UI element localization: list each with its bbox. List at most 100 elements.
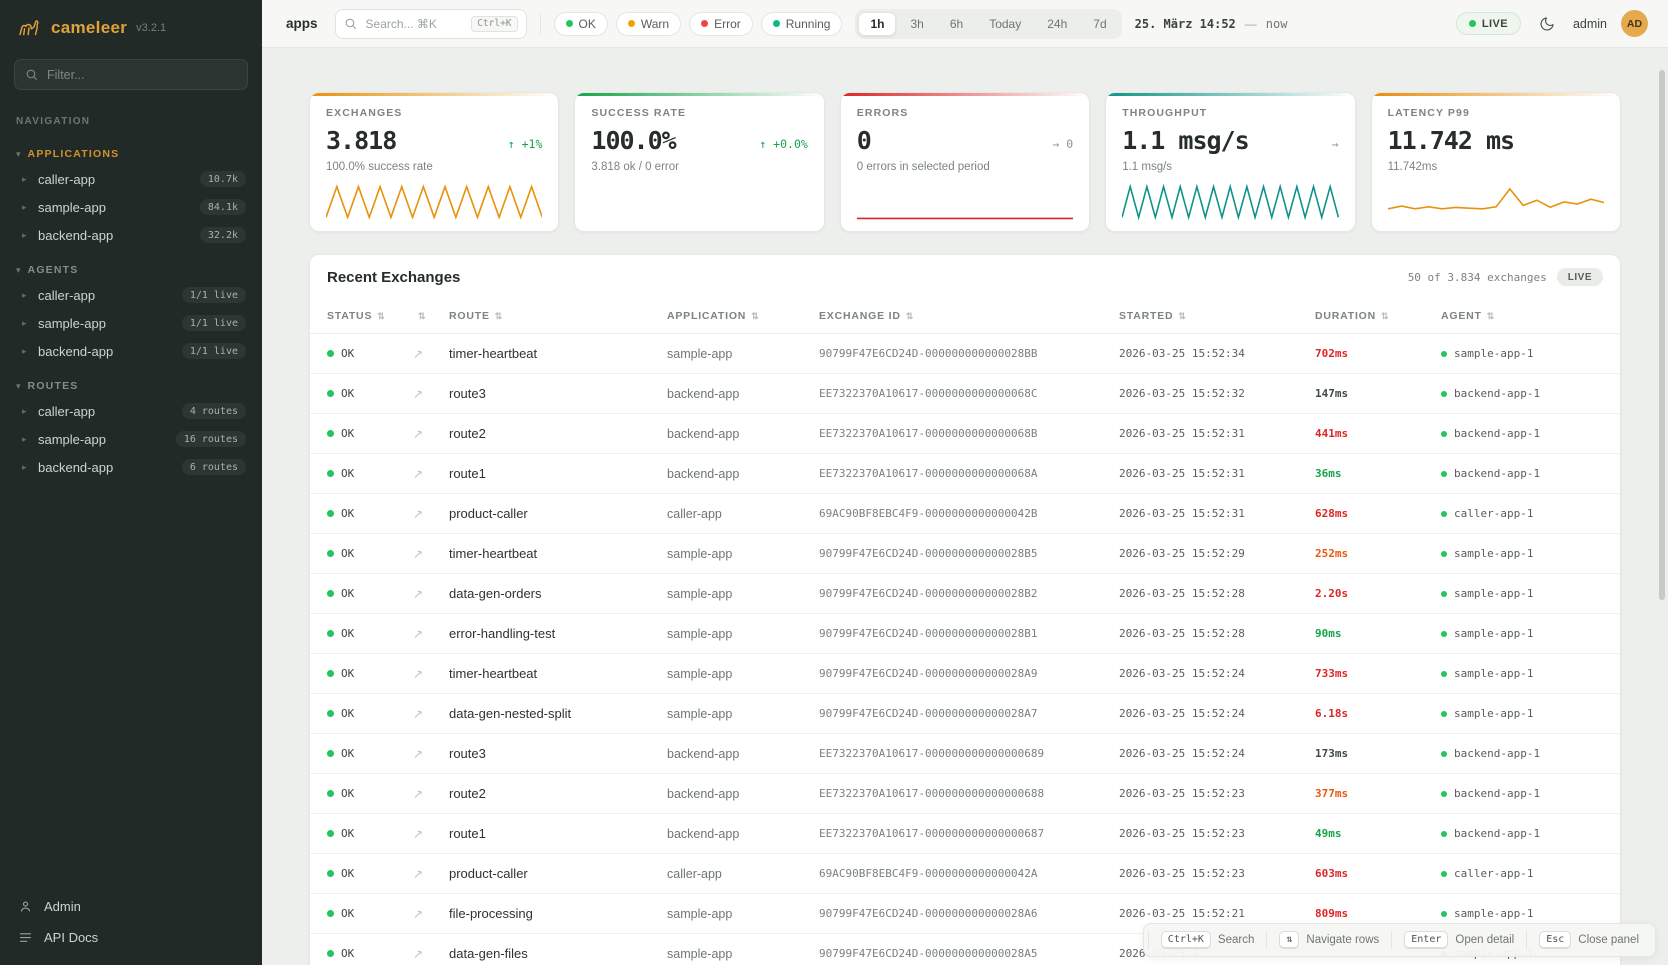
agent-dot-icon bbox=[1441, 470, 1447, 477]
route-cell: product-caller bbox=[449, 866, 528, 881]
section-title: APPLICATIONS bbox=[27, 148, 120, 160]
api-docs-link[interactable]: API Docs bbox=[18, 930, 244, 945]
status-chip[interactable]: Warn bbox=[615, 11, 682, 36]
chevron-down-icon: ▾ bbox=[16, 380, 21, 391]
exchange-id-cell: 69AC90BF8EBC4F9-0000000000000042B bbox=[819, 507, 1038, 520]
admin-link[interactable]: Admin bbox=[18, 899, 244, 914]
keyboard-hints: Ctrl+K Search ⇅ Navigate rows Enter Open… bbox=[1142, 923, 1656, 957]
agent-dot-icon bbox=[1441, 390, 1447, 397]
sidebar-item[interactable]: ▸ backend-app 1/1 live bbox=[0, 337, 262, 365]
open-detail-icon[interactable]: ↗ bbox=[413, 546, 424, 561]
sort-icon: ⇅ bbox=[905, 310, 915, 321]
hint-key: Esc bbox=[1539, 931, 1572, 949]
time-range-button[interactable]: 7d bbox=[1081, 12, 1118, 36]
open-detail-icon[interactable]: ↗ bbox=[413, 626, 424, 641]
route-cell: product-caller bbox=[449, 506, 528, 521]
sidebar-item[interactable]: ▸ caller-app 1/1 live bbox=[0, 281, 262, 309]
sidebar-item[interactable]: ▸ backend-app 32.2k bbox=[0, 221, 262, 249]
column-header-route[interactable]: ROUTE ⇅ bbox=[449, 310, 504, 322]
column-header-exchange-id[interactable]: EXCHANGE ID ⇅ bbox=[819, 310, 915, 322]
table-row[interactable]: OK ↗ route3 backend-app EE7322370A10617-… bbox=[310, 374, 1620, 414]
application-cell: backend-app bbox=[667, 826, 740, 841]
chevron-right-icon: ▸ bbox=[22, 229, 27, 240]
route-cell: error-handling-test bbox=[449, 626, 556, 641]
time-range-button[interactable]: Today bbox=[977, 12, 1033, 36]
table-row[interactable]: OK ↗ route3 backend-app EE7322370A10617-… bbox=[310, 734, 1620, 774]
time-range-button[interactable]: 6h bbox=[938, 12, 975, 36]
open-detail-icon[interactable]: ↗ bbox=[413, 906, 424, 921]
open-detail-icon[interactable]: ↗ bbox=[413, 586, 424, 601]
sidebar-item[interactable]: ▸ caller-app 4 routes bbox=[0, 397, 262, 425]
card-accent-bar bbox=[310, 93, 559, 96]
filter-input[interactable] bbox=[45, 66, 237, 83]
column-header-started[interactable]: STARTED ⇅ bbox=[1119, 310, 1187, 322]
open-detail-icon[interactable]: ↗ bbox=[413, 466, 424, 481]
open-detail-icon[interactable]: ↗ bbox=[413, 826, 424, 841]
agent-dot-icon bbox=[1441, 870, 1447, 877]
sidebar-item[interactable]: ▸ sample-app 1/1 live bbox=[0, 309, 262, 337]
table-row[interactable]: OK ↗ route2 backend-app EE7322370A10617-… bbox=[310, 414, 1620, 454]
column-header-status[interactable]: STATUS ⇅ bbox=[327, 310, 386, 322]
column-header-expand[interactable]: ⇅ bbox=[413, 311, 449, 322]
table-row[interactable]: OK ↗ timer-heartbeat sample-app 90799F47… bbox=[310, 334, 1620, 374]
user-name[interactable]: admin bbox=[1572, 16, 1607, 31]
time-range-button[interactable]: 24h bbox=[1035, 12, 1079, 36]
status-chip[interactable]: Running bbox=[760, 11, 843, 36]
table-row[interactable]: OK ↗ route1 backend-app EE7322370A10617-… bbox=[310, 814, 1620, 854]
column-header-duration[interactable]: DURATION ⇅ bbox=[1315, 310, 1390, 322]
stat-card: THROUGHPUT 1.1 msg/s → 1.1 msg/s bbox=[1105, 92, 1356, 232]
sidebar-item[interactable]: ▸ caller-app 10.7k bbox=[0, 165, 262, 193]
duration-cell: 173ms bbox=[1315, 747, 1349, 760]
table-row[interactable]: OK ↗ data-gen-orders sample-app 90799F47… bbox=[310, 574, 1620, 614]
sidebar-filter[interactable] bbox=[14, 59, 248, 90]
column-header-application[interactable]: APPLICATION ⇅ bbox=[667, 310, 760, 322]
dark-mode-toggle[interactable] bbox=[1535, 12, 1559, 36]
live-toggle[interactable]: LIVE bbox=[1455, 12, 1521, 35]
exchange-id-cell: EE7322370A10617-0000000000000068A bbox=[819, 467, 1038, 480]
table-row[interactable]: OK ↗ product-caller caller-app 69AC90BF8… bbox=[310, 494, 1620, 534]
status-dot-icon bbox=[772, 20, 780, 27]
topbar: apps Ctrl+K OK Warn bbox=[262, 0, 1668, 48]
table-row[interactable]: OK ↗ error-handling-test sample-app 9079… bbox=[310, 614, 1620, 654]
open-detail-icon[interactable]: ↗ bbox=[413, 706, 424, 721]
table-row[interactable]: OK ↗ timer-heartbeat sample-app 90799F47… bbox=[310, 654, 1620, 694]
status-chip[interactable]: Error bbox=[689, 11, 753, 36]
table-row[interactable]: OK ↗ product-caller caller-app 69AC90BF8… bbox=[310, 854, 1620, 894]
application-cell: backend-app bbox=[667, 466, 740, 481]
status-cell: OK bbox=[327, 667, 413, 680]
table-row[interactable]: OK ↗ data-gen-nested-split sample-app 90… bbox=[310, 694, 1620, 734]
open-detail-icon[interactable]: ↗ bbox=[413, 346, 424, 361]
open-detail-icon[interactable]: ↗ bbox=[413, 666, 424, 681]
date-range[interactable]: 25. März 14:52 — now bbox=[1135, 17, 1288, 31]
time-range-button[interactable]: 1h bbox=[858, 11, 897, 36]
section-header-routes[interactable]: ▾ ROUTES bbox=[0, 373, 262, 397]
admin-icon bbox=[20, 901, 31, 912]
open-detail-icon[interactable]: ↗ bbox=[413, 746, 424, 761]
sidebar-item[interactable]: ▸ sample-app 16 routes bbox=[0, 425, 262, 453]
sidebar-item-badge: 1/1 live bbox=[181, 343, 246, 359]
status-chip[interactable]: OK bbox=[553, 11, 608, 36]
open-detail-icon[interactable]: ↗ bbox=[413, 866, 424, 881]
global-search[interactable]: Ctrl+K bbox=[334, 8, 527, 39]
table-row[interactable]: OK ↗ route1 backend-app EE7322370A10617-… bbox=[310, 454, 1620, 494]
search-input[interactable] bbox=[363, 15, 465, 32]
table-row[interactable]: OK ↗ route2 backend-app EE7322370A10617-… bbox=[310, 774, 1620, 814]
scrollbar[interactable] bbox=[1659, 70, 1665, 600]
table-row[interactable]: OK ↗ file-processing sample-app 90799F47… bbox=[310, 894, 1620, 934]
open-detail-icon[interactable]: ↗ bbox=[413, 786, 424, 801]
open-detail-icon[interactable]: ↗ bbox=[413, 426, 424, 441]
sort-icon: ⇅ bbox=[418, 310, 427, 321]
table-row[interactable]: OK ↗ timer-heartbeat sample-app 90799F47… bbox=[310, 534, 1620, 574]
sidebar-item[interactable]: ▸ backend-app 6 routes bbox=[0, 453, 262, 481]
open-detail-icon[interactable]: ↗ bbox=[413, 946, 424, 961]
section-header-applications[interactable]: ▾ APPLICATIONS bbox=[0, 141, 262, 165]
duration-cell: 2.20s bbox=[1315, 587, 1349, 600]
sidebar-item[interactable]: ▸ sample-app 84.1k bbox=[0, 193, 262, 221]
section-header-agents[interactable]: ▾ AGENTS bbox=[0, 257, 262, 281]
open-detail-icon[interactable]: ↗ bbox=[413, 386, 424, 401]
column-header-agent[interactable]: AGENT ⇅ bbox=[1441, 310, 1496, 322]
open-detail-icon[interactable]: ↗ bbox=[413, 506, 424, 521]
ok-dot-icon bbox=[327, 950, 334, 957]
avatar[interactable]: AD bbox=[1621, 10, 1648, 37]
time-range-button[interactable]: 3h bbox=[898, 12, 935, 36]
